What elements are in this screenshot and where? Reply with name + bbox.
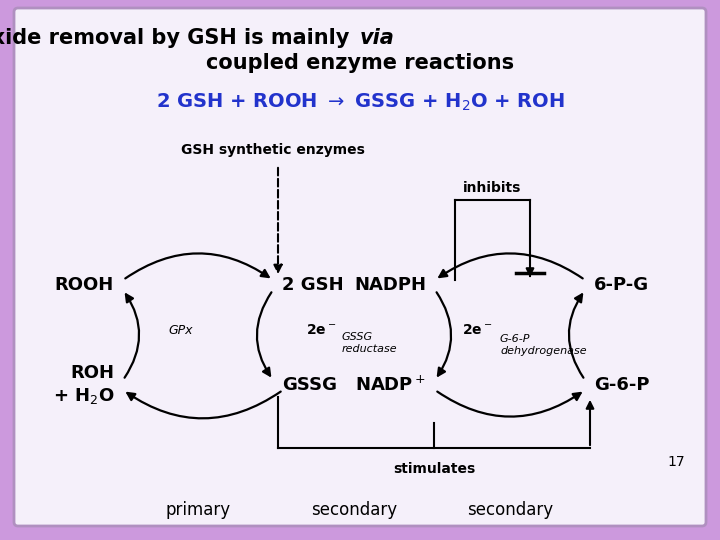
Text: NADP$^+$: NADP$^+$ [355, 375, 426, 395]
Text: G-6-P: G-6-P [594, 376, 649, 394]
Text: 6-P-G: 6-P-G [594, 276, 649, 294]
Text: Hydroperoxide removal by GSH is mainly: Hydroperoxide removal by GSH is mainly [0, 28, 357, 48]
Text: GPx: GPx [168, 323, 193, 336]
Text: G-6-P
dehydrogenase: G-6-P dehydrogenase [500, 334, 587, 356]
Text: 17: 17 [667, 455, 685, 469]
Text: 2e$^-$: 2e$^-$ [462, 323, 492, 337]
Text: 2e$^-$: 2e$^-$ [306, 323, 336, 337]
FancyBboxPatch shape [14, 8, 706, 526]
Text: stimulates: stimulates [393, 462, 475, 476]
Text: inhibits: inhibits [463, 181, 522, 195]
Text: GSSG: GSSG [282, 376, 337, 394]
Text: ROH
+ H$_2$O: ROH + H$_2$O [53, 364, 114, 406]
Text: 2 GSH + ROOH $\rightarrow$ GSSG + H$_2$O + ROH: 2 GSH + ROOH $\rightarrow$ GSSG + H$_2$O… [156, 91, 564, 113]
Text: GSH synthetic enzymes: GSH synthetic enzymes [181, 143, 365, 157]
Text: ROOH: ROOH [55, 276, 114, 294]
Text: secondary: secondary [467, 501, 553, 519]
Text: coupled enzyme reactions: coupled enzyme reactions [206, 53, 514, 73]
Text: secondary: secondary [311, 501, 397, 519]
Text: GSSG
reductase: GSSG reductase [342, 332, 397, 354]
Text: via: via [360, 28, 395, 48]
Text: NADPH: NADPH [354, 276, 426, 294]
Text: 2 GSH: 2 GSH [282, 276, 343, 294]
Text: primary: primary [166, 501, 230, 519]
